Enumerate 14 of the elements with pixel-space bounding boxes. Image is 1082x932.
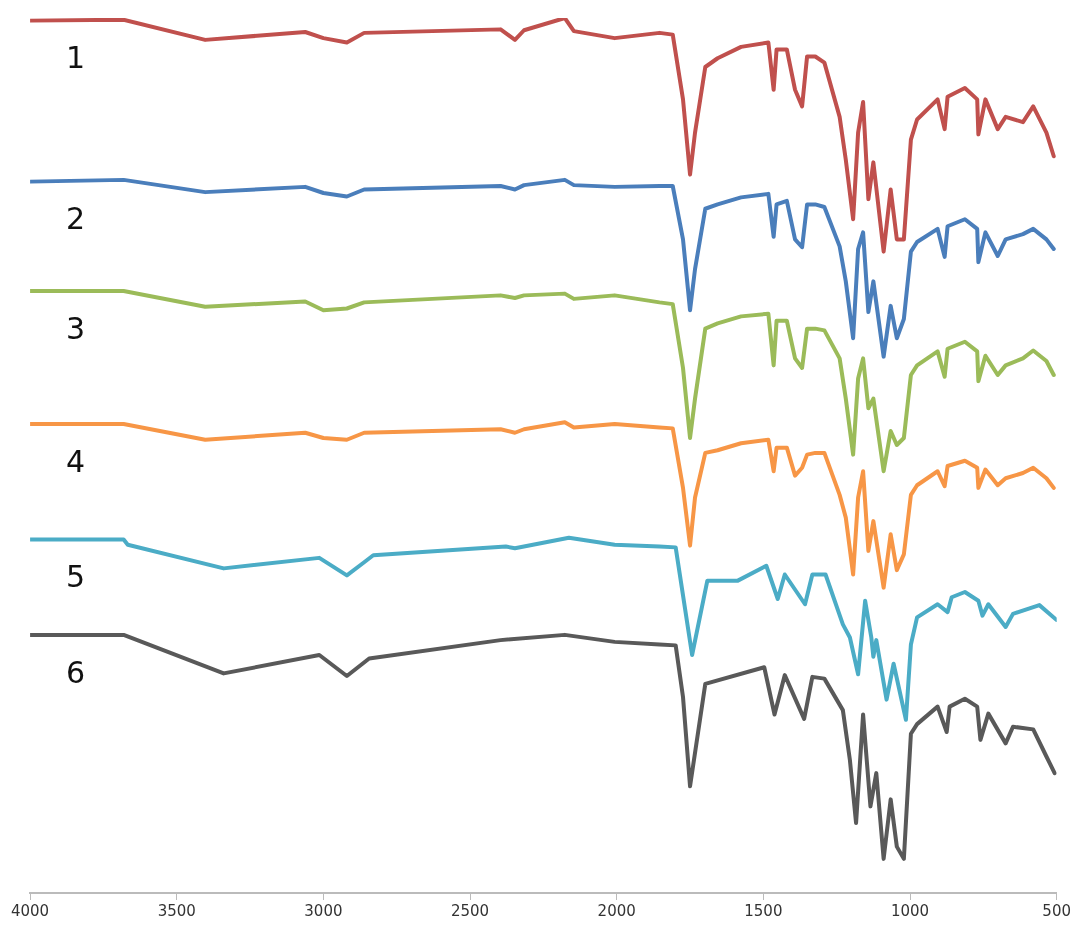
x-tick-label: 2500 xyxy=(450,901,490,920)
series-label: 3 xyxy=(66,310,86,346)
x-tick-label: 1000 xyxy=(890,901,930,920)
series-label: 6 xyxy=(66,654,86,690)
series-label: 2 xyxy=(66,201,86,237)
series-label: 5 xyxy=(66,559,86,595)
x-tick-label: 4000 xyxy=(10,901,50,920)
x-tick-label: 2000 xyxy=(597,901,636,920)
x-tick-label: 3500 xyxy=(157,901,196,920)
series-label: 1 xyxy=(66,40,86,76)
x-tick-label: 500 xyxy=(1042,901,1072,920)
series-label: 4 xyxy=(66,443,86,479)
x-tick-label: 1500 xyxy=(744,901,783,920)
x-tick-label: 3000 xyxy=(304,901,343,920)
